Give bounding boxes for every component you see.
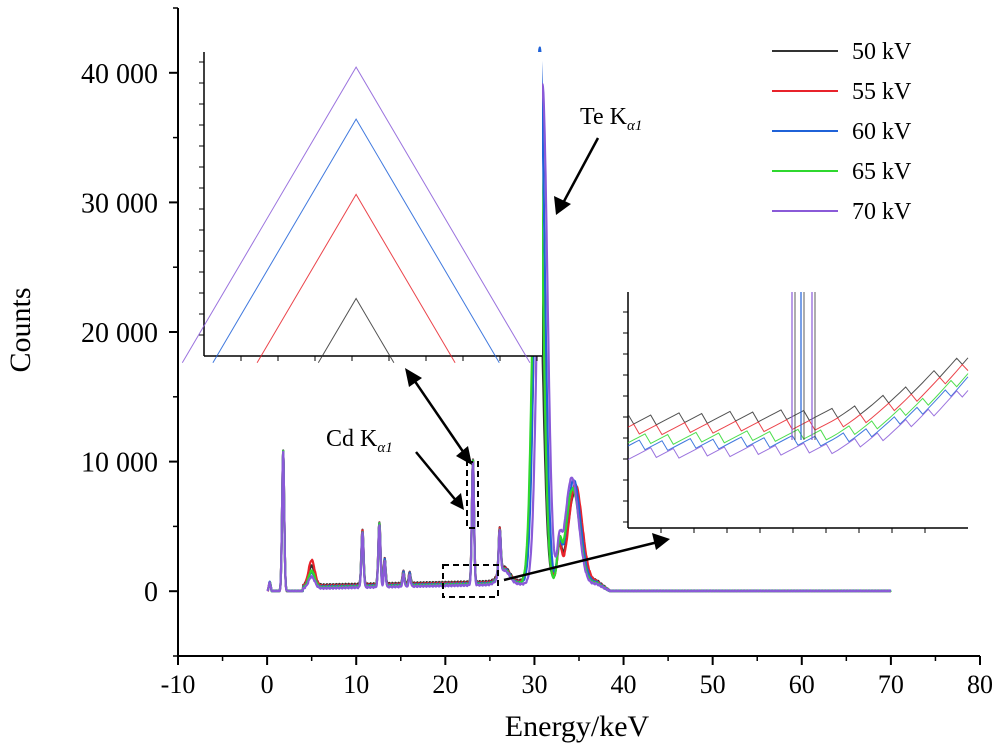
inset-peak-ticks — [199, 61, 538, 361]
inset-peak-zoom — [181, 52, 542, 364]
y-tick-label: 40 000 — [81, 59, 158, 90]
te-arrow — [560, 137, 600, 206]
inset-background-lines — [627, 292, 969, 461]
inset-background-line — [627, 363, 969, 436]
inset-background-line — [627, 373, 969, 445]
inset-background-line — [627, 376, 969, 452]
inset-background-ticks — [623, 311, 926, 533]
legend-label: 65 kV — [852, 159, 912, 185]
y-tick-label: 20 000 — [81, 318, 158, 349]
legend-label: 50 kV — [852, 39, 912, 65]
legend-label: 60 kV — [852, 119, 912, 145]
legend-label: 70 kV — [852, 199, 912, 225]
connector-peak — [405, 368, 472, 465]
x-axis-label: Energy/keV — [505, 710, 650, 743]
x-tick-label: 20 — [432, 670, 458, 699]
y-tick-label: 30 000 — [81, 188, 158, 219]
series-line-70-kv — [266, 83, 892, 593]
inset-peak-line — [256, 193, 456, 364]
x-tick-label: 70 — [878, 670, 904, 699]
x-tick-label: 40 — [611, 670, 637, 699]
y-tick-label: 10 000 — [81, 448, 158, 479]
y-axis-label: Counts — [4, 287, 37, 372]
cd-annotation: Cd Kα1 — [326, 426, 464, 510]
y-tick-label: 0 — [144, 577, 158, 608]
inset-peak-line — [317, 297, 395, 364]
inset-background-panel — [628, 292, 968, 528]
x-axis-ticks: -10 0 10 20 30 40 50 60 70 80 — [161, 656, 993, 699]
series-lines — [266, 46, 892, 593]
legend: 50 kV 55 kV 60 kV 65 kV 70 kV — [772, 39, 912, 225]
inset-peak-line — [212, 118, 500, 364]
inset-peak-background — [204, 52, 542, 356]
x-tick-label: 10 — [343, 670, 369, 699]
legend-label: 55 kV — [852, 79, 912, 105]
x-tick-label: 60 — [789, 670, 815, 699]
x-tick-label: 80 — [967, 670, 993, 699]
connector-line-background — [503, 540, 659, 582]
cd-arrow — [415, 451, 459, 504]
x-tick-label: 0 — [261, 670, 274, 699]
inset-peak-line — [181, 66, 531, 364]
x-tick-label: -10 — [161, 670, 196, 699]
te-annotation-label: Te Kα1 — [580, 104, 642, 134]
connector-line-peak — [410, 376, 468, 457]
inset-background-zoom — [623, 292, 969, 533]
connector-background — [503, 533, 670, 582]
inset-background-line — [627, 390, 969, 461]
connector-arrow-head-peak-end — [456, 446, 472, 465]
inset-peak-lines — [181, 66, 531, 364]
connector-arrow-head-peak-start — [405, 368, 422, 387]
connector-arrow-head-background — [652, 533, 670, 550]
te-arrow-head — [554, 196, 571, 215]
main-plot-area: -10 0 10 20 30 40 50 60 70 80 0 10 000 20 000 30 000… — [81, 7, 993, 699]
cd-annotation-label: Cd Kα1 — [326, 426, 393, 456]
te-annotation: Te Kα1 — [554, 104, 642, 215]
y-axis-ticks: 0 10 000 20 000 30 000 40 000 — [81, 7, 178, 657]
zoom-box-background — [442, 564, 499, 598]
x-tick-label: 30 — [521, 670, 547, 699]
x-tick-label: 50 — [700, 670, 726, 699]
zoom-box-peak — [466, 461, 479, 529]
cd-arrow-head — [450, 493, 464, 510]
